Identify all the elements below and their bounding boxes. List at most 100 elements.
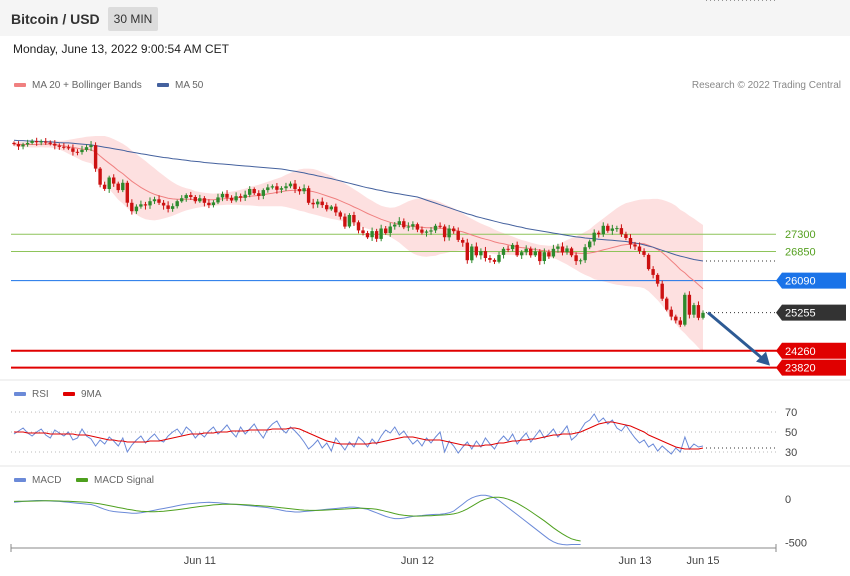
moving-averages bbox=[13, 139, 704, 290]
candlesticks bbox=[12, 137, 705, 328]
candle-body bbox=[692, 305, 696, 315]
candle-body bbox=[510, 244, 515, 250]
level-label-25255: 25255 bbox=[785, 308, 816, 320]
candle-body bbox=[628, 238, 633, 245]
candle-body bbox=[89, 145, 93, 148]
candle-body bbox=[225, 193, 229, 198]
candle-body bbox=[334, 206, 338, 213]
candle-body bbox=[610, 228, 614, 231]
candle-body bbox=[352, 215, 356, 223]
candle-body bbox=[492, 259, 497, 262]
candle-body bbox=[143, 204, 148, 206]
candle-body bbox=[547, 252, 551, 257]
candle-body bbox=[216, 197, 220, 203]
candle-body bbox=[30, 141, 34, 143]
candle-body bbox=[542, 252, 546, 261]
level-tag-24260 bbox=[776, 342, 846, 359]
rsi-tick-70: 70 bbox=[785, 407, 797, 419]
candle-body bbox=[234, 196, 238, 201]
candle-body bbox=[515, 244, 519, 256]
candle-body bbox=[130, 202, 134, 212]
candle-body bbox=[184, 195, 188, 199]
candle-body bbox=[619, 228, 624, 235]
candle-body bbox=[320, 201, 324, 206]
candle-body bbox=[592, 232, 596, 242]
candle-body bbox=[674, 316, 678, 321]
level-label-23820: 23820 bbox=[785, 363, 816, 375]
ma20-line bbox=[13, 143, 704, 290]
candle-body bbox=[624, 234, 628, 238]
candle-body bbox=[152, 199, 157, 202]
interval-button[interactable]: 30 MIN bbox=[108, 7, 158, 31]
rsi-panel: 70 50 30 bbox=[11, 407, 797, 459]
candle-body bbox=[393, 224, 397, 227]
candle-body bbox=[433, 225, 438, 231]
candle-body bbox=[252, 189, 256, 194]
candle-body bbox=[338, 212, 342, 217]
candle-body bbox=[497, 254, 501, 262]
candle-body bbox=[157, 199, 161, 203]
candle-body bbox=[606, 225, 610, 231]
candle-body bbox=[660, 283, 664, 299]
candle-body bbox=[415, 224, 420, 230]
forecast-arrow bbox=[707, 311, 770, 366]
level-label-26850: 26850 bbox=[785, 246, 816, 258]
candle-body bbox=[297, 189, 302, 192]
candle-body bbox=[646, 254, 651, 270]
candle-body bbox=[98, 168, 102, 185]
legend-label-rsi: RSI bbox=[32, 389, 49, 400]
candle-body bbox=[198, 198, 202, 202]
x-tick-Jun-12: Jun 12 bbox=[401, 555, 434, 567]
candle-body bbox=[701, 312, 705, 318]
candle-body bbox=[180, 198, 184, 202]
candle-body bbox=[93, 145, 98, 169]
candle-body bbox=[243, 194, 247, 198]
candle-body bbox=[456, 231, 460, 240]
candle-body bbox=[506, 248, 510, 250]
candle-body bbox=[329, 206, 333, 210]
legend-rsi: RSI bbox=[14, 389, 49, 400]
candle-body bbox=[116, 183, 120, 191]
price-levels bbox=[11, 233, 790, 369]
level-label-26090: 26090 bbox=[785, 276, 816, 288]
x-axis: Jun 11 Jun 12 Jun 13 Jun 15 bbox=[10, 544, 777, 567]
rsi-line bbox=[13, 413, 704, 455]
candle-body bbox=[533, 251, 537, 256]
candle-body bbox=[501, 248, 506, 255]
legend-swatch-bollinger bbox=[14, 83, 26, 88]
bollinger-band-area bbox=[14, 136, 703, 353]
candle-body bbox=[257, 193, 261, 196]
candle-body bbox=[356, 222, 361, 231]
candle-body bbox=[288, 183, 293, 187]
candle-body bbox=[39, 141, 43, 143]
candle-body bbox=[66, 147, 71, 149]
bollinger-bands bbox=[14, 136, 703, 353]
candle-body bbox=[406, 226, 410, 228]
candle-body bbox=[170, 206, 175, 209]
candle-body bbox=[642, 251, 646, 255]
candle-body bbox=[538, 251, 542, 262]
candle-body bbox=[248, 189, 252, 195]
level-tag-26090 bbox=[776, 272, 846, 289]
instrument-title: Bitcoin / USD bbox=[11, 11, 100, 27]
candle-body bbox=[121, 182, 125, 191]
candle-body bbox=[633, 244, 637, 247]
candle-body bbox=[57, 145, 61, 147]
candle-body bbox=[12, 142, 16, 145]
candle-body bbox=[683, 294, 687, 325]
candle-body bbox=[365, 233, 370, 238]
candle-body bbox=[166, 205, 170, 209]
forecast-arrow-shaft bbox=[707, 311, 766, 362]
legend-bollinger: MA 20 + Bollinger Bands bbox=[14, 80, 142, 91]
candle-body bbox=[379, 228, 383, 239]
candle-body bbox=[62, 146, 66, 148]
level-tag-25255 bbox=[776, 304, 846, 321]
candle-body bbox=[139, 204, 143, 207]
candle-body bbox=[669, 309, 673, 317]
candle-body bbox=[420, 229, 424, 233]
candle-body bbox=[266, 187, 270, 191]
candle-body bbox=[207, 202, 211, 206]
candle-body bbox=[565, 248, 569, 253]
candle-body bbox=[569, 248, 574, 256]
